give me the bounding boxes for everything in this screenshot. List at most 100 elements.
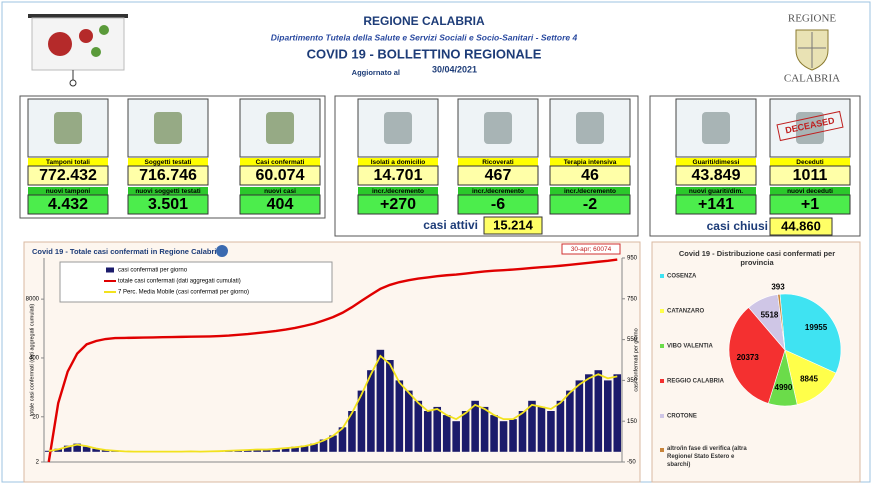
sub-label-bg — [676, 187, 756, 195]
title: REGIONE CALABRIA — [363, 14, 485, 28]
date: 30/04/2021 — [432, 64, 477, 74]
value-box — [769, 165, 851, 186]
card-sub-label: nuovi guariti/dim. — [689, 188, 743, 195]
bar — [603, 380, 612, 452]
card-sub-label: incr./decremento — [372, 188, 424, 195]
legend-label: CROTONE — [667, 414, 697, 420]
card-value: 716.746 — [139, 167, 197, 184]
bar — [585, 374, 593, 452]
bar — [594, 370, 603, 452]
card-sub-value: -6 — [491, 196, 505, 213]
card-label: Deceduti — [796, 159, 824, 166]
bar — [566, 390, 574, 452]
bar — [253, 449, 261, 452]
y-axis-label: totale casi confermati (dati aggregati c… — [29, 304, 35, 417]
card-label: Terapia intensiva — [564, 159, 617, 166]
closed-box — [769, 217, 833, 236]
value-box — [239, 165, 321, 186]
bar — [395, 380, 404, 452]
group-box — [649, 95, 861, 237]
bar — [82, 446, 91, 452]
group-box — [19, 95, 326, 219]
sub-value-box — [127, 194, 209, 215]
y2-axis-label: casi confermati per giorno — [633, 328, 639, 391]
bar — [386, 360, 394, 452]
sub-label-bg — [550, 187, 630, 195]
bar — [461, 411, 470, 452]
bulletin: COVID 19 - BOLLETTINO REGIONALE — [307, 46, 542, 61]
label-bg — [28, 158, 108, 166]
sub-value-box — [357, 194, 439, 215]
card-label: Soggetti testati — [145, 159, 192, 166]
active-value: 15.214 — [493, 217, 534, 232]
pie-value-label: 20373 — [737, 353, 760, 362]
card-label: Isolati a domicilio — [371, 159, 426, 166]
y2-tick-label: 350 — [627, 378, 638, 384]
bar — [262, 449, 271, 452]
label-bg — [240, 158, 320, 166]
label-bg — [358, 158, 438, 166]
sub-value-box — [457, 194, 539, 215]
bar — [281, 447, 290, 452]
card-label: Casi confermati — [256, 159, 305, 166]
icon-figure — [266, 112, 294, 144]
pie-value-label: 8845 — [800, 375, 818, 384]
bar — [329, 435, 337, 452]
active-box — [483, 216, 543, 235]
card-value: 60.074 — [256, 167, 305, 184]
card-value: 467 — [485, 167, 512, 184]
label-bg — [770, 158, 850, 166]
label-bg — [676, 158, 756, 166]
value-box — [27, 165, 109, 186]
closed-value: 44.860 — [781, 218, 821, 233]
legend-swatch — [106, 267, 114, 273]
legend-label: CATANZARO — [667, 309, 704, 315]
card-sub-label: incr./decremento — [472, 188, 524, 195]
bar — [73, 443, 81, 452]
subtitle: Dipartimento Tutela della Salute e Servi… — [271, 32, 578, 42]
sub-value-box — [675, 194, 757, 215]
card-sub-label: nuovi soggetti testati — [135, 188, 201, 195]
bar — [272, 448, 280, 452]
sub-label-bg — [770, 187, 850, 195]
bar — [613, 374, 622, 452]
card-sub-value: -2 — [583, 196, 597, 213]
bar — [547, 411, 555, 452]
legend-label: altro/in fase di verifica (altra Regione… — [667, 446, 747, 468]
bar — [405, 390, 413, 452]
bar — [54, 448, 63, 452]
pie-slice — [779, 293, 842, 374]
bar — [310, 443, 318, 452]
legend-swatch — [660, 309, 664, 313]
annotation-box — [561, 243, 621, 255]
bar — [556, 400, 565, 452]
sub-label-bg — [358, 187, 438, 195]
bar — [319, 439, 328, 452]
card-sub-label: nuovi casi — [264, 188, 296, 195]
icon-figure — [484, 112, 512, 144]
legend-swatch — [660, 379, 664, 383]
legend-swatch — [660, 414, 664, 418]
card-value: 1011 — [793, 167, 828, 184]
annotation: 30-apr; 60074 — [571, 246, 612, 253]
bar — [44, 450, 53, 452]
y2-tick-label: 150 — [627, 419, 638, 425]
legend-swatch — [660, 448, 664, 452]
bar — [433, 406, 442, 452]
sub-label-bg — [28, 187, 108, 195]
sub-value-box — [239, 194, 321, 215]
bar — [575, 380, 584, 452]
label-bg — [550, 158, 630, 166]
bar — [452, 421, 460, 452]
card-value: 46 — [581, 167, 599, 184]
sub-value-box — [769, 194, 851, 215]
logo-shield — [795, 29, 829, 71]
y2-tick-label: 950 — [627, 256, 638, 262]
card-value: 43.849 — [692, 167, 741, 184]
bar — [537, 406, 546, 452]
stamp — [776, 110, 844, 142]
icon-figure — [54, 112, 82, 144]
closed-label: casi chiusi — [707, 219, 768, 233]
legend-label: REGGIO CALABRIA — [667, 379, 725, 385]
sub-value-box — [27, 194, 109, 215]
